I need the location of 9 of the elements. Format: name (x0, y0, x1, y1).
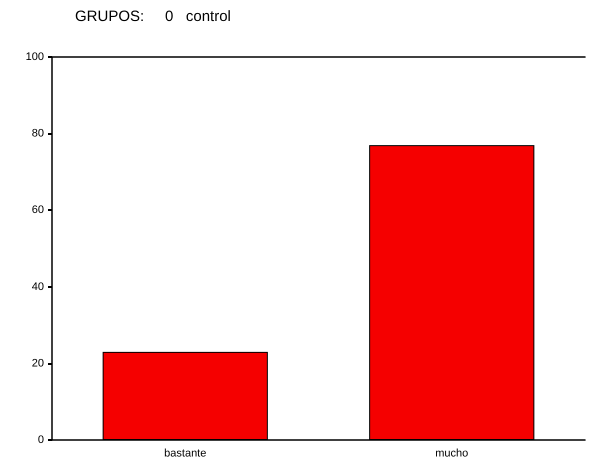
chart-title: GRUPOS: 0 control (75, 8, 231, 25)
y-tick-label: 20 (32, 357, 44, 370)
y-tick-label: 60 (32, 204, 44, 216)
y-tick-label: 80 (32, 128, 44, 140)
y-tick-label: 40 (32, 280, 44, 293)
x-tick-label: mucho (435, 448, 468, 460)
y-tick-label: 0 (38, 434, 44, 446)
x-tick-label: bastante (164, 448, 206, 460)
y-tick-label: 100 (26, 51, 44, 63)
